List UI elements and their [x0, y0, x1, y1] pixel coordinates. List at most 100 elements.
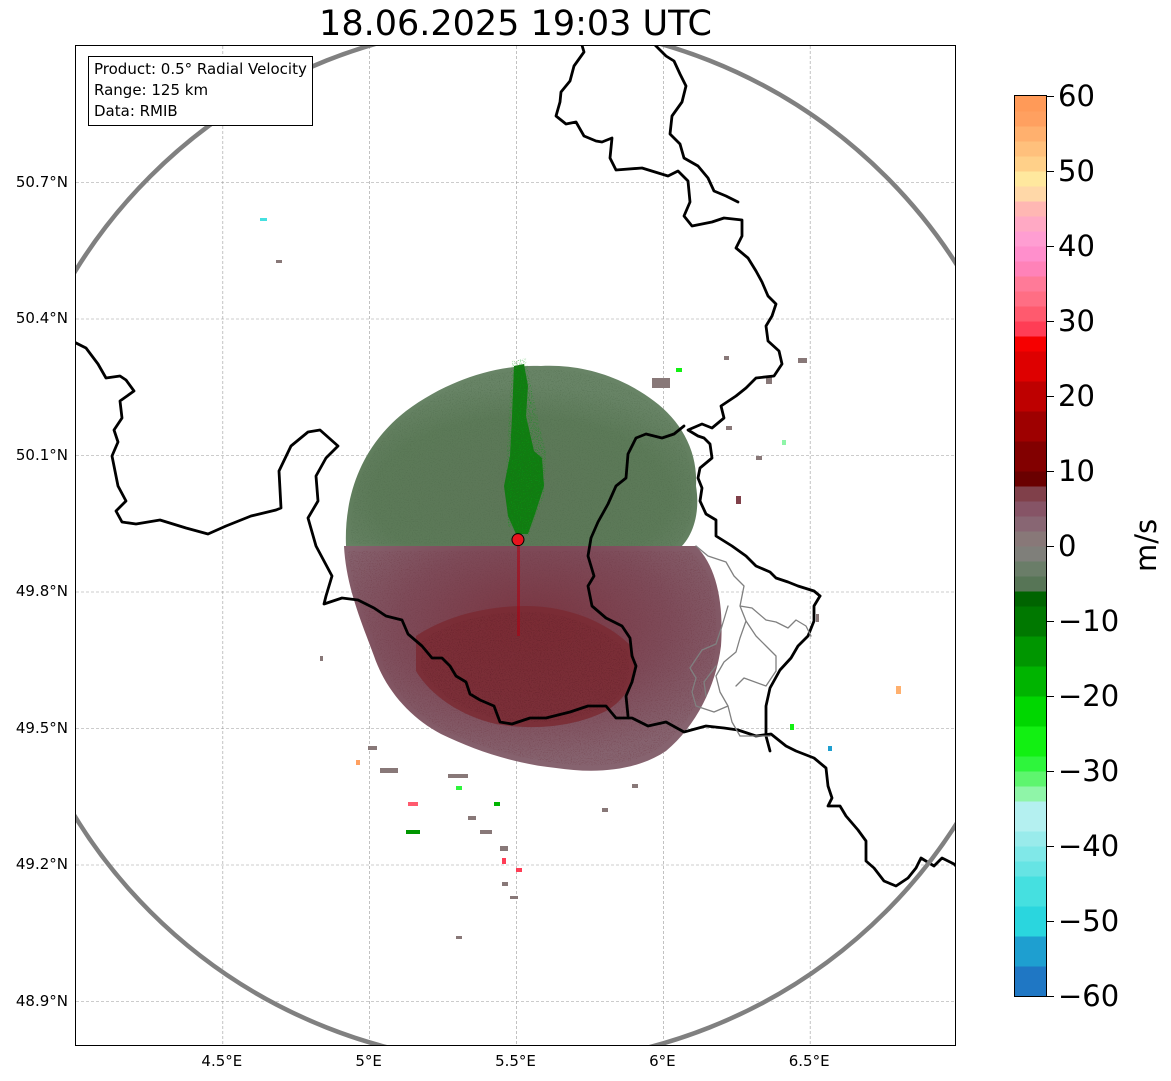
colorbar-band — [1015, 156, 1046, 172]
colorbar-tick-mark — [1047, 771, 1054, 772]
colorbar-band — [1015, 471, 1046, 487]
colorbar-band — [1015, 351, 1046, 382]
colorbar-tick-mark — [1047, 171, 1054, 172]
border-luxembourg-east — [764, 594, 822, 753]
colorbar-tick-label: −30 — [1058, 754, 1120, 788]
colorbar-band — [1015, 381, 1046, 412]
colorbar-tick-label: −40 — [1058, 829, 1120, 863]
colorbar-tick-label: −10 — [1058, 604, 1120, 638]
colorbar-tick-mark — [1047, 396, 1054, 397]
border-belgium-netherlands — [654, 46, 740, 204]
colorbar-band — [1015, 96, 1046, 112]
colorbar-tick-mark — [1047, 546, 1054, 547]
colorbar-band — [1015, 441, 1046, 472]
colorbar-band — [1015, 231, 1046, 247]
colorbar-band — [1015, 636, 1046, 667]
colorbar-band — [1015, 666, 1046, 697]
colorbar-band — [1015, 261, 1046, 277]
lon-tick-label: 5.5°E — [495, 1052, 536, 1070]
colorbar-tick-mark — [1047, 96, 1054, 97]
colorbar-band — [1015, 561, 1046, 577]
colorbar-band — [1015, 906, 1046, 937]
lon-tick-label: 5°E — [355, 1052, 382, 1070]
colorbar-band — [1015, 606, 1046, 637]
colorbar-band — [1015, 501, 1046, 517]
radar-site-beam — [517, 546, 520, 636]
colorbar-band — [1015, 336, 1046, 352]
colorbar-band — [1015, 411, 1046, 442]
lat-tick-label: 49.8°N — [15, 582, 68, 600]
colorbar-tick-mark — [1047, 471, 1054, 472]
colorbar-band — [1015, 291, 1046, 307]
colorbar-band — [1015, 216, 1046, 232]
colorbar-band — [1015, 861, 1046, 877]
lat-tick-label: 50.4°N — [15, 309, 68, 327]
colorbar-band — [1015, 516, 1046, 532]
colorbar-band — [1015, 801, 1046, 832]
colorbar-band — [1015, 546, 1046, 562]
product-info-box: Product: 0.5° Radial Velocity Range: 125… — [88, 56, 313, 126]
colorbar-tick-mark — [1047, 846, 1054, 847]
border-belgium-france — [76, 341, 955, 888]
colorbar-tick-label: 30 — [1058, 304, 1095, 338]
colorbar-band — [1015, 591, 1046, 607]
velocity-echoes — [260, 218, 901, 939]
colorbar-band — [1015, 141, 1046, 157]
radar-map-canvas — [76, 46, 955, 1045]
colorbar-unit-label: m/s — [1129, 518, 1163, 572]
radar-site-marker[interactable] — [511, 533, 525, 547]
colorbar-tick-mark — [1047, 246, 1054, 247]
colorbar-band — [1015, 531, 1046, 547]
colorbar-band — [1015, 696, 1046, 727]
lat-tick-label: 50.7°N — [15, 172, 68, 191]
lat-tick-label: 50.1°N — [15, 445, 68, 464]
colorbar-band — [1015, 771, 1046, 787]
regional-boundaries — [689, 545, 812, 737]
country-borders — [76, 46, 955, 888]
lat-tick-label: 48.9°N — [15, 991, 68, 1010]
colorbar-band — [1015, 726, 1046, 757]
colorbar-band — [1015, 126, 1046, 142]
border-luxembourg-belgium — [586, 424, 686, 718]
colorbar-band — [1015, 186, 1046, 202]
colorbar-band — [1015, 876, 1046, 907]
colorbar-band — [1015, 171, 1046, 187]
colorbar-band — [1015, 486, 1046, 502]
colorbar-tick-mark — [1047, 321, 1054, 322]
data-source-label: Data: RMIB — [94, 102, 178, 120]
colorbar-band — [1015, 936, 1046, 967]
colorbar-tick-label: 20 — [1058, 379, 1095, 413]
colorbar-gradient — [1015, 96, 1046, 996]
colorbar-tick-label: −60 — [1058, 979, 1120, 1013]
colorbar-band — [1015, 201, 1046, 217]
lat-tick-label: 49.2°N — [15, 855, 68, 873]
lon-tick-label: 4.5°E — [201, 1052, 243, 1070]
echo-scatter — [260, 218, 901, 939]
echo-approaching-core-speckle — [506, 358, 546, 536]
colorbar-tick-label: −20 — [1058, 679, 1120, 713]
radar-map[interactable] — [75, 45, 956, 1046]
colorbar-tick-label: 60 — [1058, 79, 1095, 113]
colorbar-tick-label: 0 — [1058, 529, 1077, 563]
map-title: 18.06.2025 19:03 UTC — [319, 4, 712, 44]
colorbar-band — [1015, 786, 1046, 802]
colorbar-tick-mark — [1047, 621, 1054, 622]
colorbar-band — [1015, 111, 1046, 127]
border-belgium-germany — [554, 46, 822, 598]
colorbar-band — [1015, 846, 1046, 862]
colorbar-band — [1015, 306, 1046, 322]
colorbar-tick-label: 10 — [1058, 454, 1095, 488]
colorbar-band — [1015, 246, 1046, 262]
colorbar-band — [1015, 576, 1046, 592]
colorbar-tick-label: 40 — [1058, 229, 1095, 263]
colorbar-tick-label: −50 — [1058, 904, 1120, 938]
colorbar-band — [1015, 966, 1046, 996]
colorbar-tick-mark — [1047, 996, 1054, 997]
colorbar-band — [1015, 831, 1046, 847]
colorbar-tick-mark — [1047, 921, 1054, 922]
lat-tick-label: 49.5°N — [15, 718, 68, 737]
colorbar-tick-mark — [1047, 696, 1054, 697]
colorbar-band — [1015, 276, 1046, 292]
range-label: Range: 125 km — [94, 81, 209, 99]
velocity-colorbar — [1014, 95, 1047, 997]
